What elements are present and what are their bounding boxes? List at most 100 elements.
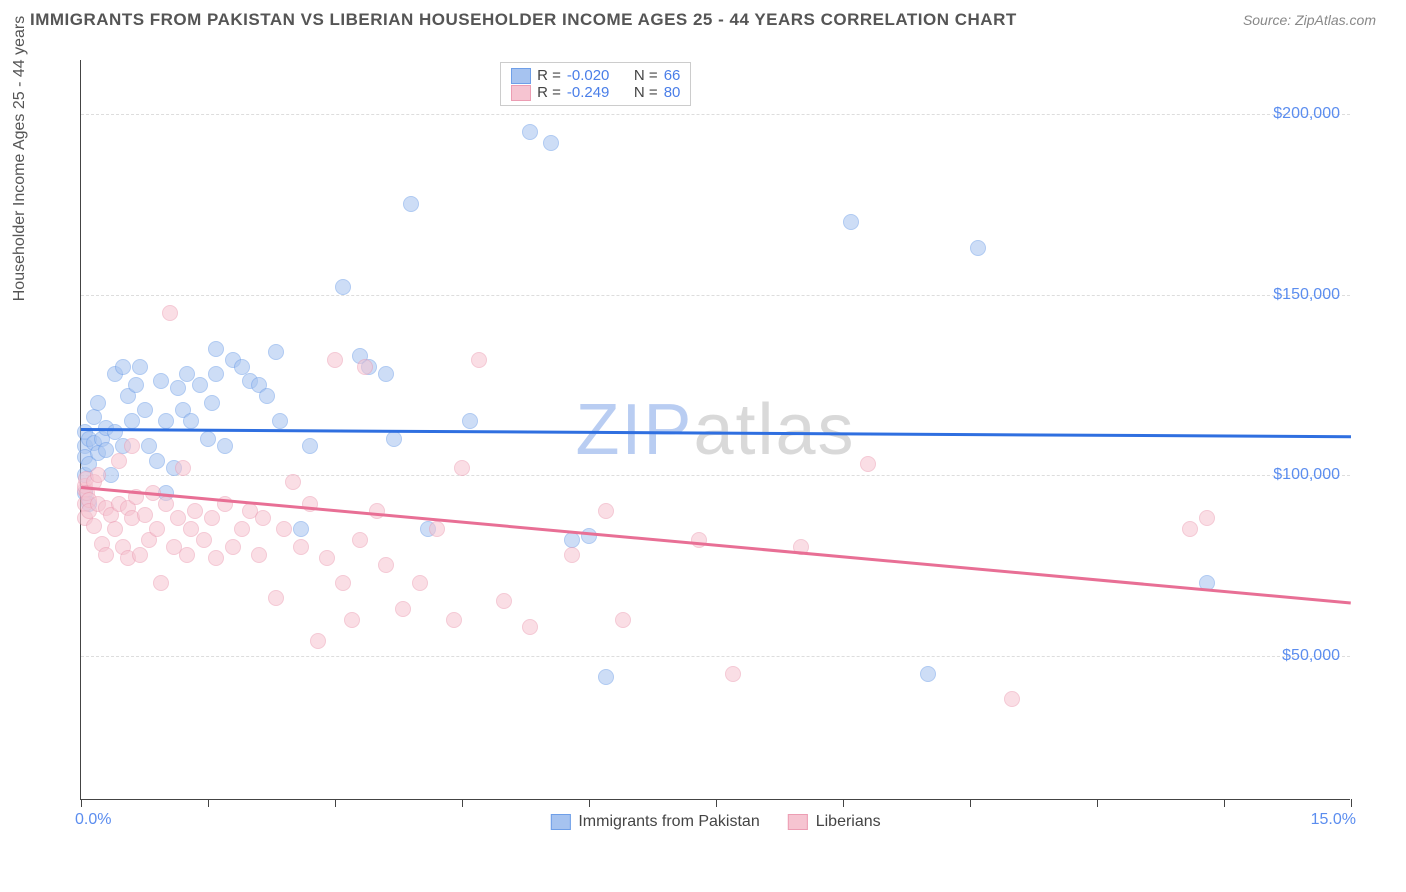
data-point — [920, 666, 936, 682]
series-legend: Immigrants from Pakistan Liberians — [550, 813, 880, 831]
data-point — [187, 503, 203, 519]
data-point — [132, 547, 148, 563]
series-name: Immigrants from Pakistan — [578, 813, 759, 831]
data-point — [319, 550, 335, 566]
data-point — [107, 521, 123, 537]
data-point — [225, 539, 241, 555]
chart-title: IMMIGRANTS FROM PAKISTAN VS LIBERIAN HOU… — [30, 10, 1017, 30]
data-point — [285, 474, 301, 490]
data-point — [183, 413, 199, 429]
data-point — [970, 240, 986, 256]
legend-r-value: -0.020 — [567, 67, 610, 84]
data-point — [107, 424, 123, 440]
legend-row: R = -0.249 N = 80 — [511, 84, 680, 101]
data-point — [378, 366, 394, 382]
legend-r-label: R = — [537, 84, 561, 101]
data-point — [496, 593, 512, 609]
data-point — [208, 341, 224, 357]
gridline — [81, 295, 1350, 296]
trend-line — [81, 428, 1351, 438]
data-point — [128, 377, 144, 393]
data-point — [335, 279, 351, 295]
data-point — [344, 612, 360, 628]
data-point — [522, 619, 538, 635]
data-point — [462, 413, 478, 429]
x-tick — [1351, 799, 1352, 807]
data-point — [179, 547, 195, 563]
legend-n-value: 80 — [664, 84, 681, 101]
data-point — [429, 521, 445, 537]
x-tick — [81, 799, 82, 807]
data-point — [446, 612, 462, 628]
x-tick — [589, 799, 590, 807]
data-point — [175, 460, 191, 476]
data-point — [137, 402, 153, 418]
data-point — [386, 431, 402, 447]
data-point — [86, 518, 102, 534]
data-point — [357, 359, 373, 375]
data-point — [272, 413, 288, 429]
data-point — [395, 601, 411, 617]
x-tick — [843, 799, 844, 807]
data-point — [412, 575, 428, 591]
correlation-legend: R = -0.020 N = 66R = -0.249 N = 80 — [500, 62, 691, 106]
data-point — [276, 521, 292, 537]
data-point — [158, 413, 174, 429]
data-point — [543, 135, 559, 151]
data-point — [90, 395, 106, 411]
gridline — [81, 114, 1350, 115]
data-point — [124, 438, 140, 454]
data-point — [369, 503, 385, 519]
legend-n-value: 66 — [664, 67, 681, 84]
data-point — [522, 124, 538, 140]
data-point — [141, 438, 157, 454]
legend-r-label: R = — [537, 67, 561, 84]
x-tick — [335, 799, 336, 807]
chart-container: Householder Income Ages 25 - 44 years ZI… — [30, 40, 1380, 830]
legend-n-label: N = — [634, 84, 658, 101]
gridline — [81, 475, 1350, 476]
data-point — [90, 467, 106, 483]
plot-area: ZIPatlas $50,000$100,000$150,000$200,000… — [80, 60, 1350, 800]
data-point — [860, 456, 876, 472]
x-max-label: 15.0% — [1311, 811, 1356, 829]
data-point — [153, 373, 169, 389]
legend-row: R = -0.020 N = 66 — [511, 67, 680, 84]
legend-swatch — [511, 68, 531, 84]
data-point — [843, 214, 859, 230]
x-tick — [970, 799, 971, 807]
legend-swatch — [788, 814, 808, 830]
chart-source: Source: ZipAtlas.com — [1243, 12, 1376, 28]
legend-r-value: -0.249 — [567, 84, 610, 101]
data-point — [1004, 691, 1020, 707]
data-point — [403, 196, 419, 212]
data-point — [208, 550, 224, 566]
legend-swatch — [511, 85, 531, 101]
data-point — [162, 305, 178, 321]
series-legend-item: Liberians — [788, 813, 881, 831]
x-tick — [208, 799, 209, 807]
data-point — [149, 521, 165, 537]
data-point — [204, 510, 220, 526]
data-point — [234, 359, 250, 375]
data-point — [217, 438, 233, 454]
data-point — [378, 557, 394, 573]
data-point — [598, 669, 614, 685]
data-point — [158, 496, 174, 512]
data-point — [268, 590, 284, 606]
legend-n-label: N = — [634, 67, 658, 84]
data-point — [268, 344, 284, 360]
data-point — [725, 666, 741, 682]
series-name: Liberians — [816, 813, 881, 831]
data-point — [137, 507, 153, 523]
y-tick-label: $200,000 — [1273, 105, 1340, 123]
x-tick — [1224, 799, 1225, 807]
data-point — [293, 521, 309, 537]
data-point — [691, 532, 707, 548]
data-point — [115, 359, 131, 375]
data-point — [204, 395, 220, 411]
data-point — [200, 431, 216, 447]
data-point — [598, 503, 614, 519]
data-point — [1182, 521, 1198, 537]
data-point — [259, 388, 275, 404]
